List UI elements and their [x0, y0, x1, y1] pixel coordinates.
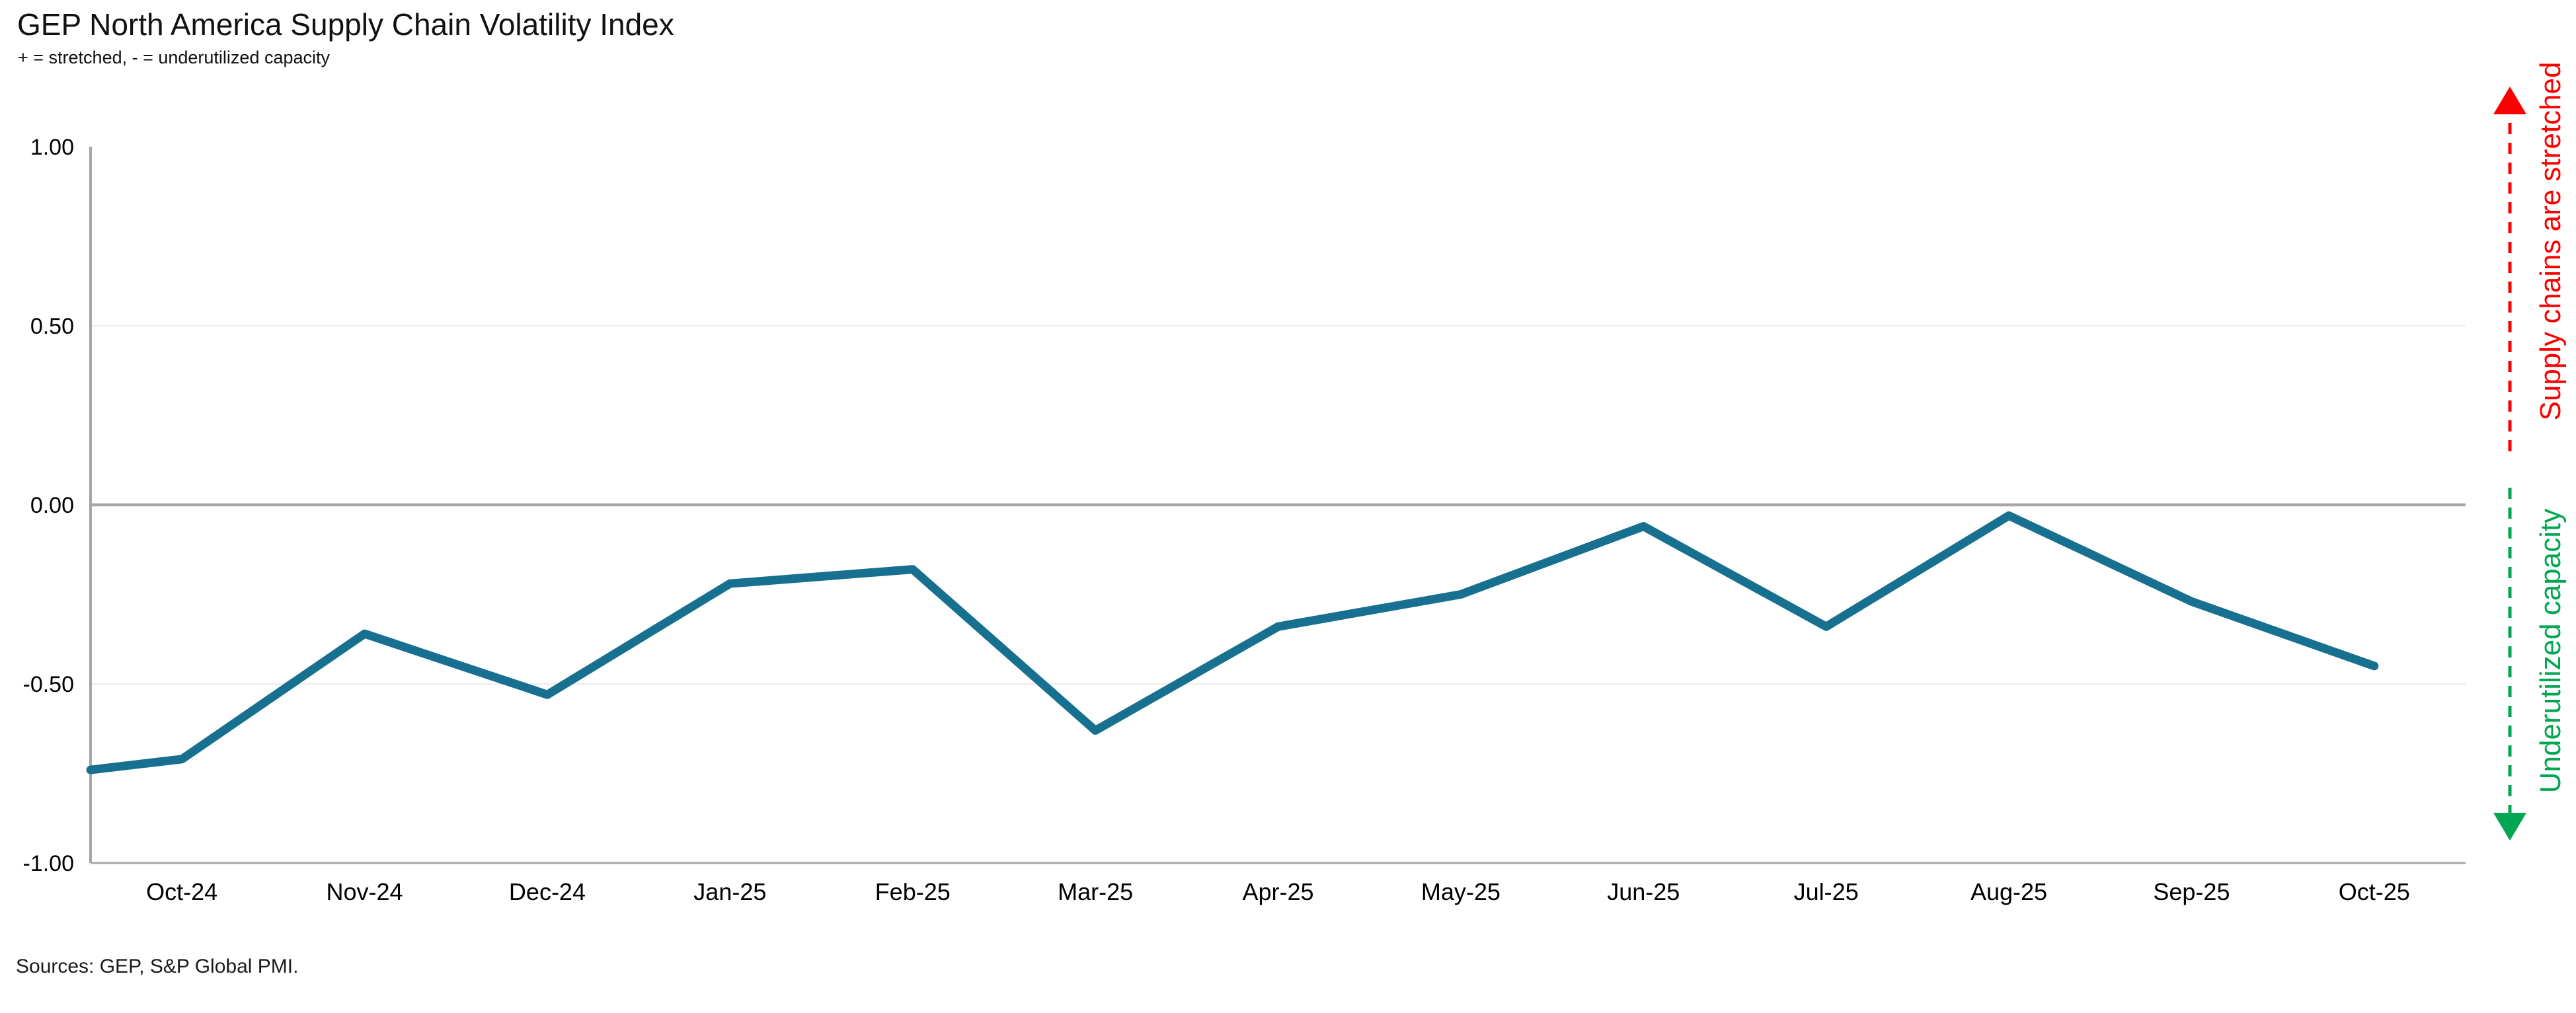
up-arrowhead-icon	[2493, 87, 2526, 114]
x-axis-tick-label: Nov-24	[327, 878, 403, 905]
x-axis-tick-label: Sep-25	[2153, 878, 2230, 905]
y-axis-tick-label: -0.50	[23, 672, 75, 697]
x-axis-tick-label: Jan-25	[693, 878, 766, 905]
x-axis-tick-label: Mar-25	[1058, 878, 1133, 905]
x-axis-tick-label: Feb-25	[875, 878, 951, 905]
x-axis-tick-label: Jun-25	[1607, 878, 1680, 905]
x-axis-tick-label: Jul-25	[1794, 878, 1859, 905]
x-axis-tick-label: Oct-25	[2339, 878, 2410, 905]
x-axis-tick-label: Oct-24	[146, 878, 217, 905]
y-axis-tick-label: 0.50	[30, 314, 74, 339]
volatility-index-line	[86, 511, 2379, 774]
x-axis-tick-label: May-25	[1421, 878, 1501, 905]
underutilized-annotation-label: Underutilized capacity	[2534, 509, 2567, 793]
underutilized-annotation: Underutilized capacity	[2493, 488, 2567, 841]
chart-subtitle: + = stretched, - = underutilized capacit…	[18, 48, 331, 67]
down-arrowhead-icon	[2493, 813, 2526, 841]
y-axis-tick-label: 1.00	[30, 135, 74, 160]
source-note: Sources: GEP, S&P Global PMI.	[16, 956, 299, 977]
y-axis-tick-label: -1.00	[23, 851, 75, 876]
x-axis-tick-label: Aug-25	[1971, 878, 2047, 905]
stretched-annotation-label: Supply chains are stretched	[2534, 62, 2567, 421]
x-axis-tick-label: Dec-24	[509, 878, 586, 905]
stretched-annotation: Supply chains are stretched	[2493, 62, 2567, 451]
plot-area: 1.00 0.50 0.00 -0.50 -1.00 Oct-24 Nov-24 Dec-24…	[23, 135, 2466, 905]
y-axis-tick-label: 0.00	[30, 493, 74, 518]
x-axis-tick-label: Apr-25	[1242, 878, 1313, 905]
chart-title: GEP North America Supply Chain Volatilit…	[17, 7, 674, 42]
